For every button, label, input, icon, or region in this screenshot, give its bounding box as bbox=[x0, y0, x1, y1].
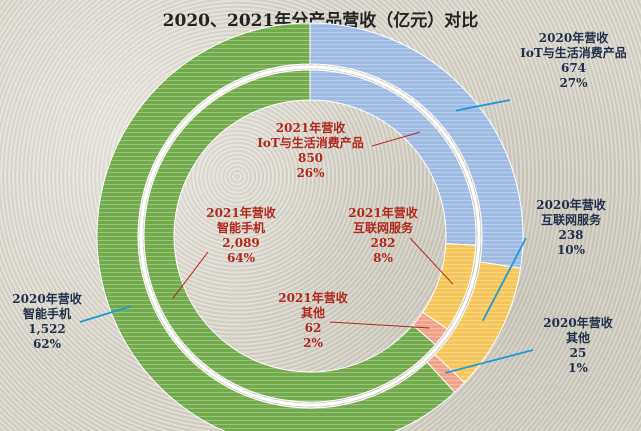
label-value: 282 bbox=[370, 236, 396, 250]
leader-2020-iot bbox=[455, 99, 511, 112]
label-2021-iot: 2021年营收 IoT与生活消费产品 850 26% bbox=[243, 121, 378, 181]
leader-2021-smartphone bbox=[172, 251, 209, 300]
label-percent: 64% bbox=[226, 251, 256, 265]
label-percent: 10% bbox=[556, 243, 586, 257]
slice-texture-2020-internet bbox=[434, 261, 521, 383]
label-category: 其他 bbox=[300, 306, 325, 320]
label-category: 智能手机 bbox=[216, 221, 265, 235]
label-category: 互联网服务 bbox=[352, 221, 413, 235]
label-value: 238 bbox=[558, 228, 584, 242]
leader-2020-smartphone bbox=[79, 305, 132, 323]
slice-texture-2021-internet bbox=[422, 243, 476, 330]
label-percent: 2% bbox=[303, 336, 323, 350]
label-year: 2020年营收 bbox=[543, 316, 613, 330]
leader-2021-iot bbox=[371, 131, 420, 147]
label-2021-internet: 2021年营收 互联网服务 282 8% bbox=[338, 206, 428, 266]
label-year: 2020年营收 bbox=[536, 198, 606, 212]
slice-texture-2021-other bbox=[412, 312, 448, 345]
label-category: IoT与生活消费产品 bbox=[257, 136, 364, 150]
label-value: 2,089 bbox=[222, 236, 260, 250]
label-value: 25 bbox=[569, 346, 587, 360]
label-category: 互联网服务 bbox=[540, 213, 601, 227]
slice-texture-2021-iot bbox=[310, 70, 476, 246]
label-percent: 8% bbox=[373, 251, 393, 265]
leader-2021-other bbox=[329, 321, 430, 329]
label-year: 2021年营收 bbox=[348, 206, 418, 220]
label-year: 2021年营收 bbox=[275, 121, 346, 135]
label-year: 2020年营收 bbox=[12, 292, 82, 306]
leader-2021-internet bbox=[409, 237, 454, 285]
label-percent: 1% bbox=[568, 361, 588, 375]
label-2021-smartphone: 2021年营收 智能手机 2,089 64% bbox=[196, 206, 286, 266]
leader-2020-other bbox=[445, 349, 534, 374]
label-2021-other: 2021年营收 其他 62 2% bbox=[268, 291, 358, 351]
slice-texture-2020-iot bbox=[310, 23, 524, 269]
label-year: 2020年营收 bbox=[538, 31, 609, 45]
leader-2020-internet bbox=[482, 237, 527, 322]
slice-texture-2020-smartphone bbox=[97, 23, 455, 431]
label-2020-internet: 2020年营收 互联网服务 238 10% bbox=[526, 198, 616, 258]
label-2020-smartphone: 2020年营收 智能手机 1,522 62% bbox=[2, 292, 92, 352]
label-category: IoT与生活消费产品 bbox=[520, 46, 627, 60]
label-percent: 62% bbox=[32, 337, 62, 351]
label-value: 62 bbox=[304, 321, 322, 335]
label-percent: 27% bbox=[559, 76, 588, 90]
ring-separator bbox=[139, 65, 481, 407]
slice-texture-2021-smartphone bbox=[143, 70, 436, 402]
label-percent: 26% bbox=[296, 166, 325, 180]
label-2020-iot: 2020年营收 IoT与生活消费产品 674 27% bbox=[506, 31, 641, 91]
label-value: 1,522 bbox=[28, 322, 66, 336]
chart-title: 2020、2021年分产品营收（亿元）对比 bbox=[162, 11, 479, 31]
label-value: 850 bbox=[297, 151, 324, 165]
label-category: 其他 bbox=[565, 331, 590, 345]
label-2020-other: 2020年营收 其他 25 1% bbox=[533, 316, 623, 376]
label-year: 2021年营收 bbox=[278, 291, 348, 305]
label-year: 2021年营收 bbox=[206, 206, 276, 220]
label-category: 智能手机 bbox=[22, 307, 71, 321]
label-value: 674 bbox=[560, 61, 587, 75]
